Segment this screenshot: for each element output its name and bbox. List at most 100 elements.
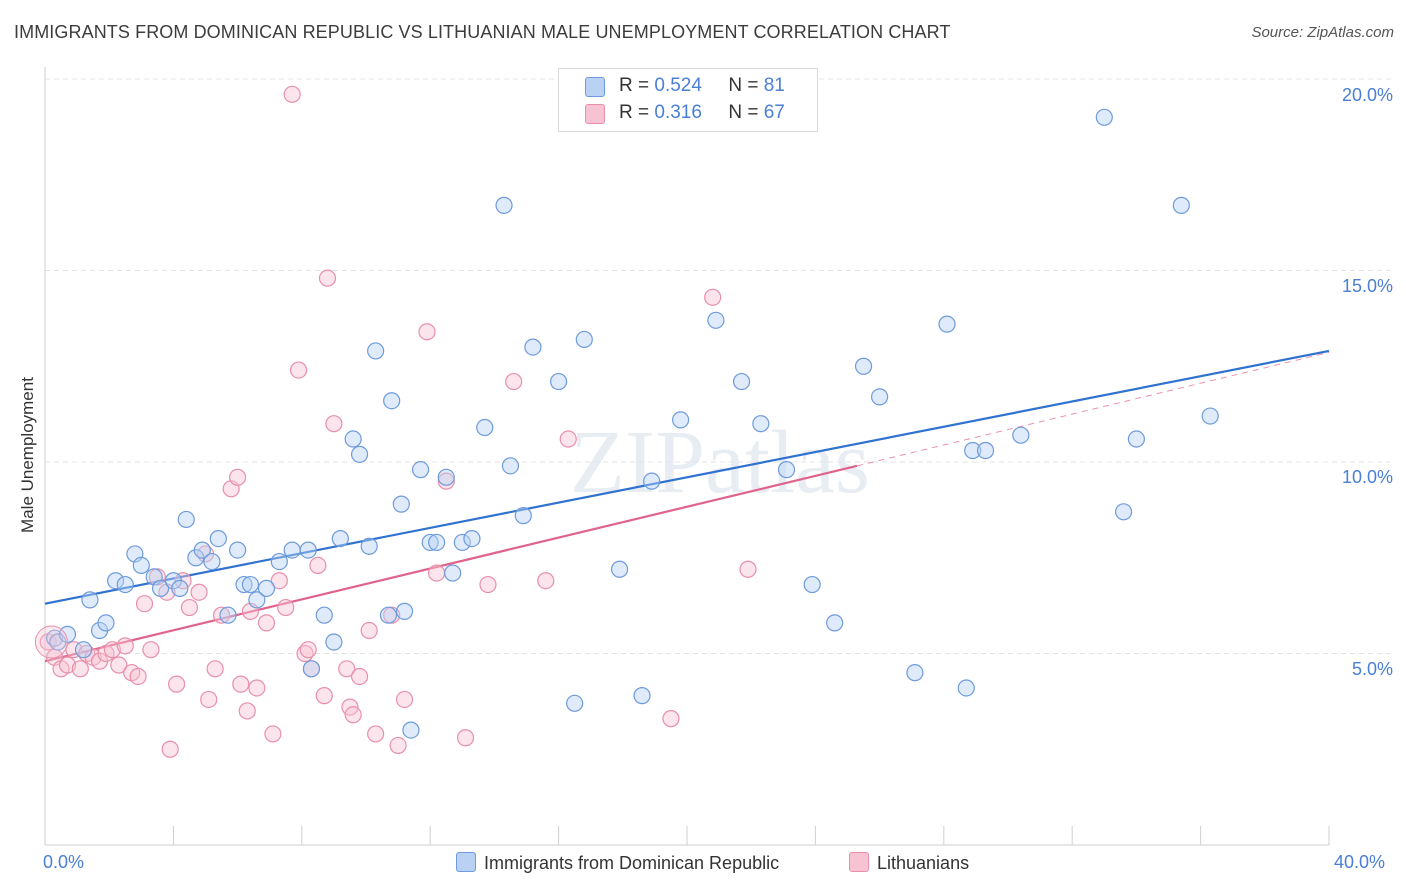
point-dominican-republic [495,196,513,214]
point-lithuanians [289,361,308,379]
point-dominican-republic [402,721,420,739]
point-lithuanians [190,583,208,601]
point-dominican-republic [270,552,288,571]
point-dominican-republic [383,392,401,410]
series-legend-item-2: Lithuanians [849,852,969,874]
point-lithuanians [206,660,224,678]
point-dominican-republic [241,575,260,594]
point-dominican-republic [826,614,844,632]
point-lithuanians [161,740,179,758]
correlation-legend: R = 0.524 N = 81 R = 0.316 N = 67 [558,68,818,132]
point-dominican-republic [209,529,227,548]
source-label: Source: ZipAtlas.com [1251,24,1394,41]
point-lithuanians [142,641,160,659]
point-lithuanians [168,675,186,693]
point-dominican-republic [633,687,651,705]
point-lithuanians [180,598,199,617]
point-dominican-republic [906,664,924,682]
point-dominican-republic [643,472,661,490]
point-dominican-republic [671,411,690,429]
point-dominican-republic [444,564,462,582]
point-lithuanians [315,687,333,705]
point-lithuanians [456,729,475,747]
point-dominican-republic [235,575,253,594]
point-dominican-republic [248,591,266,609]
point-dominican-republic [360,537,378,555]
point-dominican-republic [514,507,532,525]
point-lithuanians [257,614,276,632]
trend-line-lithuanians [44,464,858,663]
point-dominican-republic [803,575,821,594]
legend-swatch-blue [456,852,476,872]
point-dominican-republic [325,633,343,651]
point-lithuanians [360,621,378,640]
series-legend-item-1: Immigrants from Dominican Republic [456,852,779,874]
point-dominican-republic [575,330,593,349]
n-label: N = [728,75,759,96]
axes [44,67,1330,846]
point-lithuanians [662,710,680,728]
n-value: 81 [763,75,785,96]
gridlines [45,78,1392,654]
point-lithuanians [437,472,455,490]
point-lithuanians [344,706,362,724]
trend-lines [44,349,1330,663]
point-dominican-republic [350,445,369,463]
point-dominican-republic [283,541,301,559]
point-lithuanians [318,269,337,287]
point-dominican-republic [379,606,398,624]
point-dominican-republic [203,552,221,571]
point-lithuanians [248,679,266,697]
point-dominican-republic [392,495,410,513]
r-value: 0.316 [654,102,702,123]
point-lithuanians [58,656,77,674]
point-dominican-republic [81,591,99,609]
legend-swatch-blue [585,77,605,97]
point-dominican-republic [732,372,751,391]
point-lithuanians [309,556,327,575]
point-dominican-republic [463,529,481,548]
point-dominican-republic [299,541,317,559]
point-dominican-republic [476,418,494,437]
point-dominican-republic [524,338,542,356]
point-dominican-republic [854,357,873,375]
point-dominican-republic [193,541,211,559]
point-lithuanians [135,595,154,613]
point-lithuanians [212,606,231,624]
legend-swatch-pink [585,104,605,124]
point-lithuanians [325,415,343,433]
point-dominican-republic [219,606,237,624]
point-dominican-republic [938,315,956,333]
point-lithuanians [277,598,295,617]
point-lithuanians [704,288,722,306]
point-dominican-republic [1201,407,1219,425]
point-dominican-republic [395,602,414,620]
point-dominican-republic [428,533,446,552]
point-lithuanians [505,372,523,391]
point-lithuanians [129,667,147,686]
point-dominican-republic [367,342,385,360]
point-dominican-republic [315,606,333,624]
point-dominican-republic [151,579,170,597]
point-dominican-republic [97,614,115,632]
point-dominican-republic [1012,426,1030,444]
r-label: R = [619,75,650,96]
point-lithuanians [283,85,301,103]
point-dominican-republic [74,641,93,659]
legend-text-series2: R = 0.316 N = 67 [619,102,785,124]
n-value: 67 [763,102,785,123]
point-dominican-republic [957,679,975,697]
point-lithuanians [350,667,369,686]
point-lithuanians [395,690,414,709]
point-lithuanians [232,675,250,693]
data-points [34,85,1219,758]
point-dominican-republic [437,468,455,486]
point-lithuanians [428,564,446,582]
point-dominican-republic [107,572,125,590]
point-lithuanians [479,575,497,594]
y-tick-label-5: 5.0% [1351,659,1393,679]
n-label: N = [728,102,759,123]
x-tick-label-max: 40.0% [1334,852,1386,872]
point-lithuanians [338,660,356,678]
